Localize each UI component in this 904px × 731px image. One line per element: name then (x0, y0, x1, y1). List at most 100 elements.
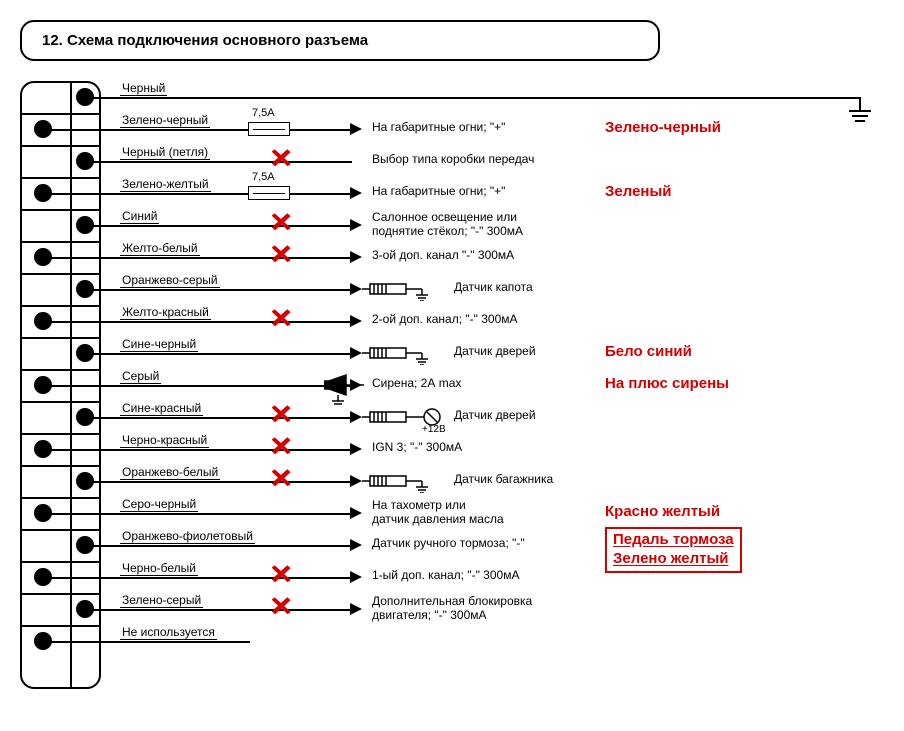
arrow-icon (350, 347, 362, 359)
fuse-label: 7,5A (252, 107, 275, 119)
pin-separator (20, 113, 101, 115)
arrow-icon (350, 187, 362, 199)
wire (85, 97, 860, 99)
wire (85, 289, 350, 291)
red-x-icon: ✕ (269, 143, 293, 174)
pin-separator (20, 273, 101, 275)
arrow-icon (350, 283, 362, 295)
section-title: 12. Схема подключения основного разъема (20, 20, 660, 61)
pin-separator (20, 561, 101, 563)
sensor-gnd-icon (362, 277, 442, 301)
wire (43, 641, 250, 643)
pin-separator (20, 177, 101, 179)
wire (43, 385, 350, 387)
wire-label: Желто-красный (120, 305, 211, 320)
wiring-diagram: ЧерныйЗелено-черный7,5AНа габаритные огн… (20, 81, 884, 711)
red-x-icon: ✕ (269, 559, 293, 590)
red-annotation: Зелено-черный (605, 119, 721, 136)
wire-description: Датчик капота (454, 281, 533, 295)
wire-label: Желто-белый (120, 241, 200, 256)
wire-label: Оранжево-фиолетовый (120, 529, 255, 544)
wire (43, 449, 350, 451)
title-text: 12. Схема подключения основного разъема (42, 32, 368, 49)
pin-separator (20, 465, 101, 467)
wire-label: Оранжево-белый (120, 465, 220, 480)
arrow-icon (350, 443, 362, 455)
wire-description: 1-ый доп. канал; "-" 300мА (372, 569, 519, 583)
wire-description: Салонное освещение илиподнятие стёкол; "… (372, 211, 523, 239)
wire-label: Черно-красный (120, 433, 209, 448)
wire-label: Черно-белый (120, 561, 198, 576)
pin-separator (20, 593, 101, 595)
arrow-icon (350, 603, 362, 615)
wire (85, 353, 350, 355)
wire-description: На габаритные огни; "+" (372, 121, 505, 135)
wire-label: Серо-черный (120, 497, 198, 512)
red-x-icon: ✕ (269, 239, 293, 270)
wire-description: Датчик дверей (454, 345, 536, 359)
wire (85, 417, 350, 419)
arrow-icon (350, 411, 362, 423)
red-annotation: На плюс сирены (605, 375, 729, 392)
wire (290, 129, 350, 131)
sensor-12v-icon (362, 405, 452, 435)
red-x-icon: ✕ (269, 399, 293, 430)
pin-separator (20, 529, 101, 531)
pin-separator (20, 433, 101, 435)
fuse-icon (248, 122, 290, 136)
pin-separator (20, 145, 101, 147)
red-x-icon: ✕ (269, 463, 293, 494)
pin-separator (20, 625, 101, 627)
wire (85, 225, 350, 227)
wire-label: Сине-черный (120, 337, 198, 352)
wire (43, 513, 350, 515)
wire-description: Сирена; 2А max (372, 377, 461, 391)
wire (85, 609, 350, 611)
wire (43, 321, 350, 323)
red-x-icon: ✕ (269, 303, 293, 334)
wire-description: На габаритные огни; "+" (372, 185, 505, 199)
pin-separator (20, 401, 101, 403)
wire-description: 2-ой доп. канал; "-" 300мА (372, 313, 518, 327)
arrow-icon (350, 315, 362, 327)
arrow-icon (350, 475, 362, 487)
pin-separator (20, 241, 101, 243)
arrow-icon (350, 123, 362, 135)
wire-label: Оранжево-серый (120, 273, 220, 288)
wire (290, 193, 350, 195)
arrow-icon (350, 571, 362, 583)
arrow-icon (350, 219, 362, 231)
red-annotation: Красно желтый (605, 503, 720, 520)
wire-description: На тахометр илидатчик давления масла (372, 499, 504, 527)
sensor-gnd-icon (362, 341, 442, 365)
red-annotation: Педаль тормозаЗелено желтый (605, 527, 742, 573)
pin-separator (20, 369, 101, 371)
wire-description: Выбор типа коробки передач (372, 153, 534, 167)
arrow-icon (350, 251, 362, 263)
wire (85, 161, 352, 163)
arrow-icon (350, 539, 362, 551)
red-x-icon: ✕ (269, 591, 293, 622)
red-annotation: Бело синий (605, 343, 692, 360)
sensor-gnd-icon (362, 469, 442, 493)
wire (43, 577, 350, 579)
pin-separator (20, 209, 101, 211)
wire-label: Сине-красный (120, 401, 203, 416)
pin-separator (20, 497, 101, 499)
red-x-icon: ✕ (269, 431, 293, 462)
wire-label: Синий (120, 209, 159, 224)
wire-description: Датчик багажника (454, 473, 553, 487)
fuse-label: 7,5A (252, 171, 275, 183)
wire-label: Зелено-серый (120, 593, 203, 608)
wire-label: Зелено-черный (120, 113, 210, 128)
wire-description: Дополнительная блокировкадвигателя; "-" … (372, 595, 532, 623)
wire-description: 3-ой доп. канал "-" 300мА (372, 249, 514, 263)
fuse-icon (248, 186, 290, 200)
wire (85, 481, 350, 483)
wire-description: Датчик дверей (454, 409, 536, 423)
wire-label: Серый (120, 369, 161, 384)
pin-separator (20, 305, 101, 307)
wire-description: Датчик ручного тормоза; "-" (372, 537, 525, 551)
wire-label: Черный (петля) (120, 145, 210, 160)
red-x-icon: ✕ (269, 207, 293, 238)
